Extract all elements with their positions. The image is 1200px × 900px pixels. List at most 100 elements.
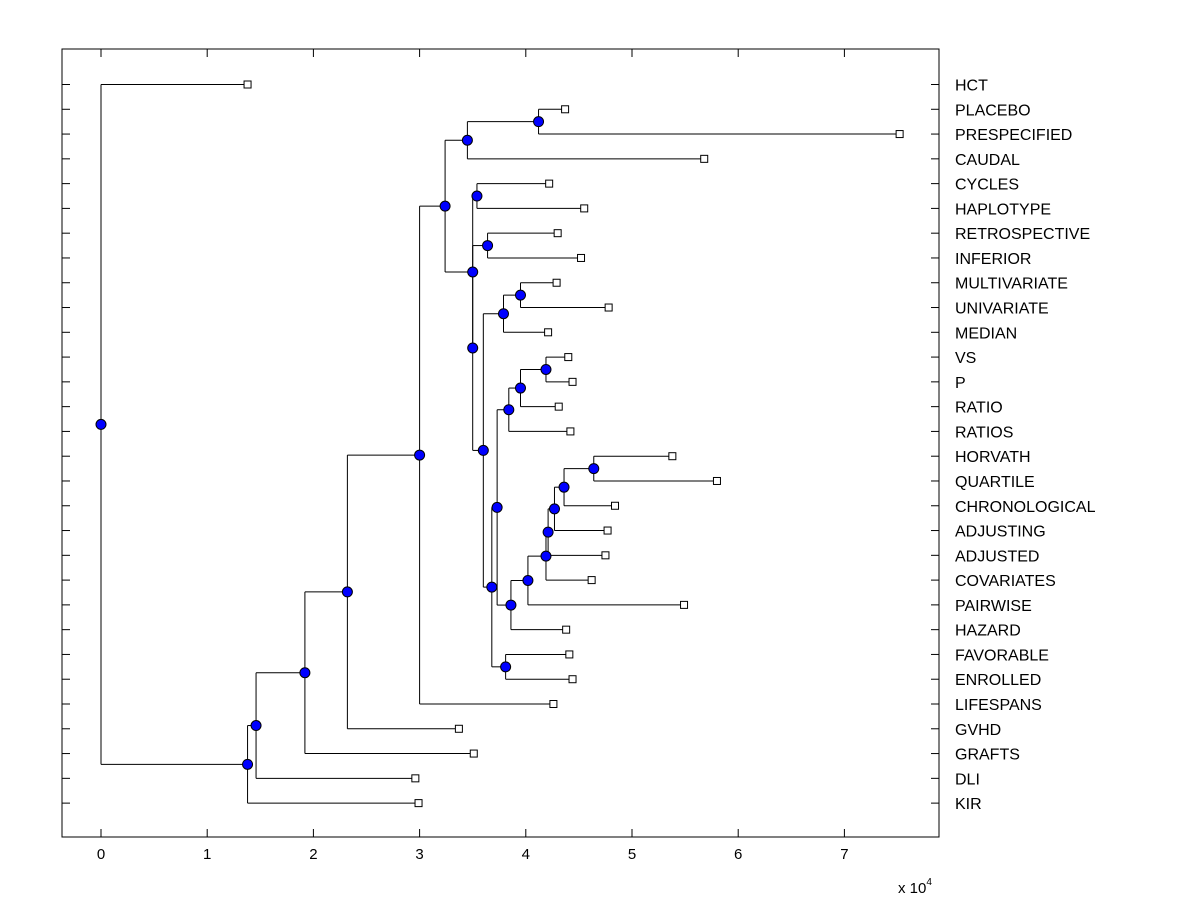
node-marker <box>558 481 570 493</box>
node-marker <box>250 720 262 732</box>
x-tick-labels: 0 1 2 3 4 5 6 7 <box>97 846 849 863</box>
leaf-label: CAUDAL <box>955 152 1020 169</box>
node-marker <box>503 404 515 416</box>
leaf-label: ADJUSTED <box>955 548 1039 565</box>
node-marker <box>414 449 426 461</box>
node-marker <box>514 289 526 301</box>
leaf-marker <box>580 204 589 213</box>
leaf-marker <box>565 650 574 659</box>
leaf-label: CYCLES <box>955 177 1019 194</box>
x-axis-multiplier-base: x 10 <box>898 880 926 897</box>
node-marker <box>486 581 498 593</box>
leaf-label: UNIVARIATE <box>955 301 1049 318</box>
leaf-marker <box>562 625 571 634</box>
leaf-label: CHRONOLOGICAL <box>955 499 1096 516</box>
node-marker <box>588 463 600 475</box>
node-marker <box>497 308 509 320</box>
leaf-marker <box>566 427 575 436</box>
x-tick-label: 2 <box>309 846 317 863</box>
node-marker <box>471 190 483 202</box>
leaf-label: RATIO <box>955 400 1003 417</box>
leaf-marker <box>668 452 677 461</box>
leaf-marker <box>568 377 577 386</box>
x-tick-label: 4 <box>522 846 530 863</box>
leaf-markers <box>243 80 904 808</box>
leaf-label: KIR <box>955 796 982 813</box>
leaf-label: ADJUSTING <box>955 524 1046 541</box>
leaf-label: HAZARD <box>955 623 1021 640</box>
leaf-marker <box>552 278 561 287</box>
x-tick-label: 7 <box>840 846 848 863</box>
node-marker <box>542 526 554 538</box>
leaf-label: HAPLOTYPE <box>955 201 1051 218</box>
node-marker <box>540 363 552 375</box>
x-tick-label: 5 <box>628 846 636 863</box>
leaf-marker <box>553 229 562 238</box>
leaf-label: GRAFTS <box>955 747 1020 764</box>
leaf-marker <box>545 179 554 188</box>
leaf-label: DLI <box>955 771 980 788</box>
leaf-marker <box>454 724 463 733</box>
leaf-label: PAIRWISE <box>955 598 1032 615</box>
leaf-label: MULTIVARIATE <box>955 276 1068 293</box>
leaf-marker <box>243 80 252 89</box>
leaf-label: MEDIAN <box>955 325 1017 342</box>
leaf-label: ENROLLED <box>955 672 1041 689</box>
leaf-marker <box>611 501 620 510</box>
axis-ticks <box>62 49 939 837</box>
leaf-label: QUARTILE <box>955 474 1035 491</box>
leaf-marker <box>712 476 721 485</box>
plot-area <box>61 48 940 838</box>
node-marker <box>467 342 479 354</box>
x-axis-multiplier: x 104 <box>898 877 932 897</box>
leaf-label: PLACEBO <box>955 102 1031 119</box>
node-marker <box>461 134 473 146</box>
node-marker <box>341 586 353 598</box>
leaf-marker <box>895 130 904 139</box>
leaf-label: HCT <box>955 78 988 95</box>
leaf-label: VS <box>955 350 976 367</box>
leaf-marker <box>414 799 423 808</box>
node-marker <box>505 599 517 611</box>
leaf-marker <box>469 749 478 758</box>
leaf-label: RATIOS <box>955 424 1013 441</box>
leaf-labels: HCT PLACEBO PRESPECIFIED CAUDAL CYCLES HAPLOT… <box>955 78 1096 814</box>
leaf-marker <box>554 402 563 411</box>
node-marker <box>299 667 311 679</box>
node-marker <box>491 501 503 513</box>
node-marker <box>533 116 545 128</box>
leaf-label: RETROSPECTIVE <box>955 226 1090 243</box>
node-marker <box>540 550 552 562</box>
leaf-label: COVARIATES <box>955 573 1056 590</box>
leaf-marker <box>568 675 577 684</box>
leaf-label: FAVORABLE <box>955 647 1049 664</box>
leaf-marker <box>603 526 612 535</box>
node-marker <box>500 661 512 673</box>
node-markers <box>95 116 600 770</box>
leaf-label: HORVATH <box>955 449 1031 466</box>
leaf-marker <box>604 303 613 312</box>
node-marker <box>477 444 489 456</box>
leaf-marker <box>549 700 558 708</box>
leaf-marker <box>680 600 689 609</box>
node-marker <box>522 574 534 586</box>
leaf-marker <box>561 105 570 114</box>
leaf-label: LIFESPANS <box>955 697 1042 714</box>
x-axis-multiplier-exponent: 4 <box>926 877 932 888</box>
node-marker <box>439 200 451 212</box>
node-marker <box>242 758 254 770</box>
leaf-marker <box>577 253 586 262</box>
leaf-marker <box>587 576 596 585</box>
x-tick-label: 3 <box>415 846 423 863</box>
node-marker <box>467 266 479 278</box>
x-tick-label: 0 <box>97 846 105 863</box>
x-tick-label: 1 <box>203 846 211 863</box>
leaf-marker <box>700 154 709 163</box>
leaf-marker <box>564 353 573 362</box>
leaf-label: GVHD <box>955 722 1001 739</box>
leaf-marker <box>411 774 420 783</box>
leaf-marker <box>601 551 610 560</box>
leaf-label: PRESPECIFIED <box>955 127 1072 144</box>
node-marker <box>482 240 494 252</box>
